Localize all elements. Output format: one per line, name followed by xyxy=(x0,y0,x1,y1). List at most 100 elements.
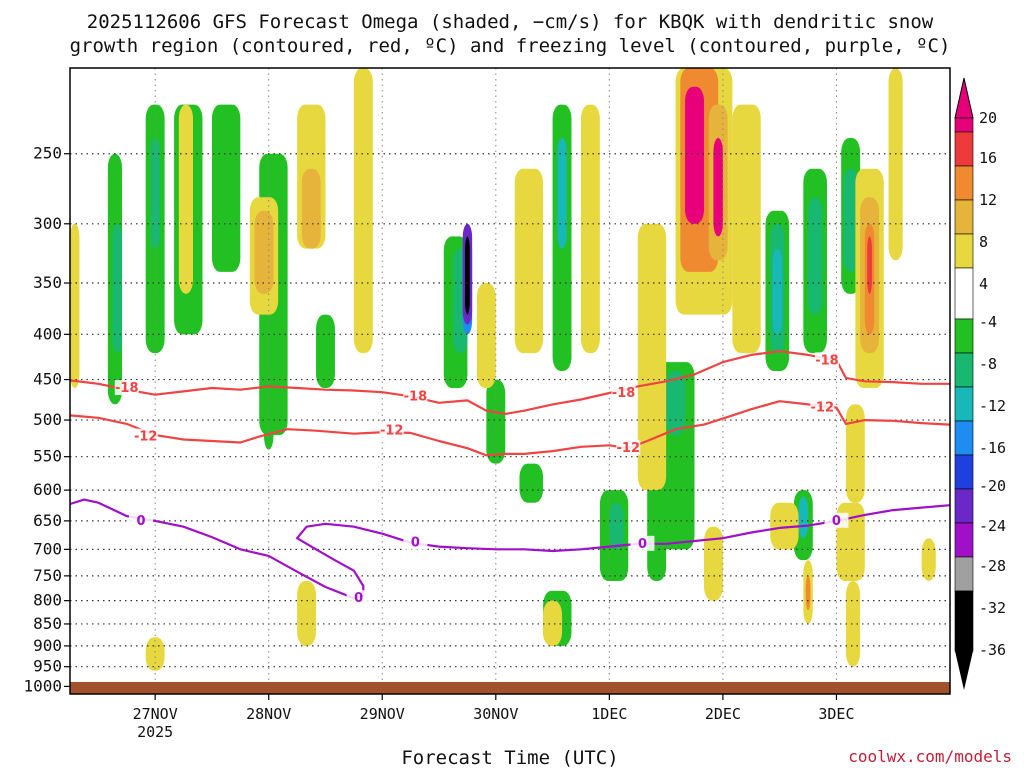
colorbar-label-1: 16 xyxy=(979,149,997,167)
omega-cell-16 xyxy=(557,138,567,249)
omega-cell-53 xyxy=(867,236,872,294)
plot-frame xyxy=(69,67,951,695)
omega-cell-49 xyxy=(732,104,761,354)
y-tick-label-250: 250 xyxy=(33,144,62,163)
contour-label-freezing-level-2: 0 xyxy=(411,536,420,551)
contour-label-freezing-level-3: 0 xyxy=(638,537,647,552)
x-tick-label-29NOV: 29NOV xyxy=(360,705,405,723)
y-tick-label-500: 500 xyxy=(33,410,62,429)
y-tick-label-850: 850 xyxy=(33,614,62,633)
colorbar-swatch-cm20 xyxy=(954,454,974,490)
y-tick-label-950: 950 xyxy=(33,657,62,676)
colorbar-swatch-c12 xyxy=(954,165,974,201)
colorbar-label-10: -24 xyxy=(979,517,1006,535)
colorbar-swatch-c16 xyxy=(954,131,974,167)
y-axis-ticks: 250 300 350 400 450 500 550 600 650 700 750 800 850 9… xyxy=(23,144,70,695)
y-tick-label-350: 350 xyxy=(33,273,62,292)
contour-label-bg-freezing-level-4 xyxy=(824,512,849,528)
y-tick-label-800: 800 xyxy=(33,591,62,610)
omega-cell-26 xyxy=(808,197,823,315)
contour-label-dendritic-bottom-0: -12 xyxy=(134,430,158,445)
colorbar-label-3: 8 xyxy=(979,233,988,251)
omega-cell-64 xyxy=(543,600,563,646)
contour-label-bg-freezing-level-2 xyxy=(403,534,428,550)
y-tick-label-650: 650 xyxy=(33,511,62,530)
colorbar-label-12: -32 xyxy=(979,599,1006,617)
x-tick-label-2DEC: 2DEC xyxy=(705,705,741,723)
x-tick-label-3DEC: 3DEC xyxy=(818,705,854,723)
colorbar-label-9: -20 xyxy=(979,477,1006,495)
contour-label-bg-freezing-level-3 xyxy=(630,535,655,551)
contour-label-bg-dendritic-bottom-3 xyxy=(810,399,835,415)
contour-label-bg-dendritic-bottom-2 xyxy=(616,440,641,456)
colorbar-swatch-cm32 xyxy=(954,556,974,592)
omega-cell-34 xyxy=(178,104,194,294)
omega-cell-42 xyxy=(580,104,600,354)
contour-label-bg-freezing-level-1 xyxy=(346,590,371,606)
colorbar-swatch-c8 xyxy=(954,199,974,235)
x-tick-label-30NOV: 30NOV xyxy=(473,705,518,723)
omega-cell-5 xyxy=(211,104,241,272)
contour-label-freezing-level-0: 0 xyxy=(136,514,145,529)
omega-cell-28 xyxy=(843,168,858,272)
colorbar-label-2: 12 xyxy=(979,191,997,209)
omega-cell-46 xyxy=(685,86,704,224)
contour-label-freezing-level-1: 0 xyxy=(354,591,363,606)
y-tick-label-550: 550 xyxy=(33,447,62,466)
colorbar-bottom-arrow xyxy=(955,651,973,690)
omega-cell-33 xyxy=(70,223,80,389)
colorbar-label-13: -36 xyxy=(979,641,1006,659)
omega-cell-63 xyxy=(703,526,723,601)
y-tick-label-1000: 1000 xyxy=(23,676,62,695)
contour-freezing-level xyxy=(69,498,951,600)
x-tick-label-28NOV: 28NOV xyxy=(246,705,291,723)
omega-cell-7 xyxy=(316,314,335,389)
colorbar-label-7: -12 xyxy=(979,397,1006,415)
credit-text: coolwx.com/models xyxy=(848,747,1012,766)
omega-shading xyxy=(70,68,936,671)
colorbar-swatch-cm28 xyxy=(954,522,974,558)
y-tick-label-700: 700 xyxy=(33,539,62,558)
contour-label-freezing-level-4: 0 xyxy=(832,514,841,529)
colorbar-swatch-c20 xyxy=(954,117,974,133)
omega-cell-41 xyxy=(514,168,544,354)
contour-lines: -18 -18 -18 -18 -12 -12 -12 -12 0 0 0 0 0 xyxy=(69,350,951,606)
y-tick-label-300: 300 xyxy=(33,214,62,233)
ground-band xyxy=(70,682,950,694)
colorbar-label-5: -4 xyxy=(979,313,997,331)
omega-cell-40 xyxy=(476,283,496,389)
colorbar-swatch-c4 xyxy=(954,233,974,269)
y-tick-label-600: 600 xyxy=(33,480,62,499)
colorbar-swatch-cm8 xyxy=(954,352,974,388)
omega-cell-20 xyxy=(666,370,686,436)
x-axis-label: Forecast Time (UTC) xyxy=(401,747,618,768)
colorbar-swatch-cm36 xyxy=(954,590,974,652)
omega-cell-65 xyxy=(921,538,936,581)
contour-label-bg-freezing-level-0 xyxy=(128,512,153,528)
omega-cell-36 xyxy=(254,210,274,294)
omega-cell-21 xyxy=(647,463,667,581)
y-tick-label-450: 450 xyxy=(33,370,62,389)
colorbar-swatch-cm16 xyxy=(954,420,974,456)
contour-label-dendritic-top-1: -18 xyxy=(404,389,428,404)
omega-cell-39 xyxy=(353,68,373,354)
colorbar-swatch-zero xyxy=(954,267,974,320)
colorbar-label-8: -16 xyxy=(979,439,1006,457)
omega-cell-8 xyxy=(263,396,274,450)
x-tick-label-1DEC: 1DEC xyxy=(591,705,627,723)
colorbar-swatch-cm12 xyxy=(954,386,974,422)
contour-label-dendritic-top-2: -18 xyxy=(612,386,636,401)
contour-label-bg-dendritic-top-3 xyxy=(814,352,839,368)
y-tick-label-900: 900 xyxy=(33,636,62,655)
contour-label-dendritic-bottom-1: -12 xyxy=(380,424,404,439)
contour-label-dendritic-top-0: -18 xyxy=(115,381,139,396)
y-tick-label-400: 400 xyxy=(33,324,62,343)
omega-cell-30 xyxy=(798,496,809,539)
omega-cell-13 xyxy=(465,236,470,315)
y-tick-label-750: 750 xyxy=(33,566,62,585)
omega-cell-59 xyxy=(805,575,811,611)
omega-cell-54 xyxy=(888,68,903,261)
ground-terrain xyxy=(70,682,950,694)
contour-label-dendritic-bottom-2: -12 xyxy=(617,441,641,456)
